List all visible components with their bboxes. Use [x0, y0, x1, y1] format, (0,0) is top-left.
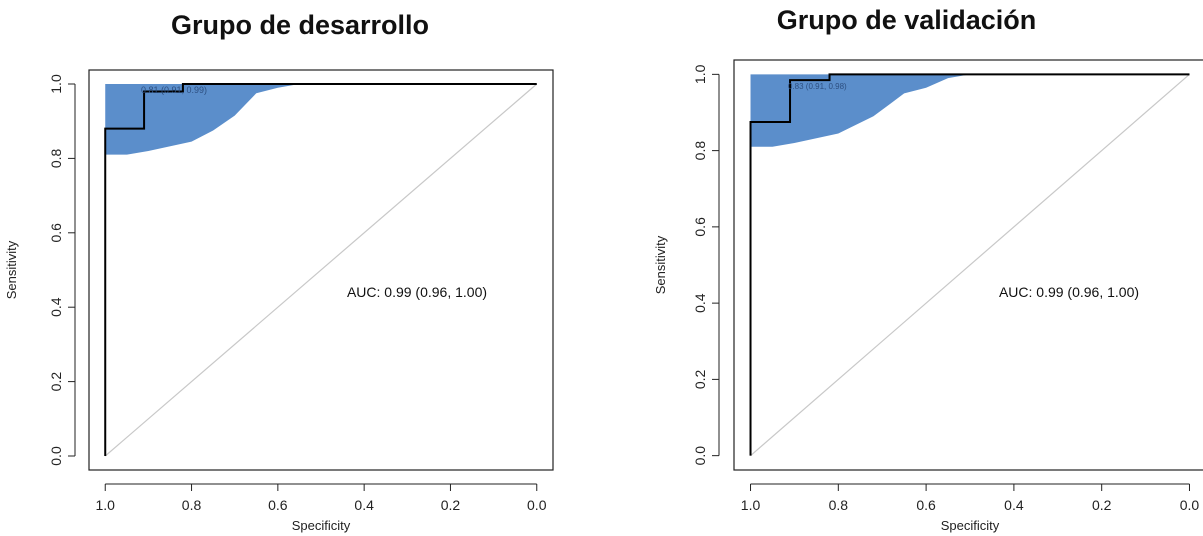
x-tick-label: 1.0	[96, 497, 116, 513]
auc-annotation: AUC: 0.99 (0.96, 1.00)	[999, 284, 1139, 300]
confidence-band	[750, 74, 970, 147]
x-tick-label: 1.0	[741, 497, 761, 513]
roc-curve	[749, 73, 1190, 456]
x-tick-label: 0.8	[182, 497, 202, 513]
y-tick-label: 0.8	[692, 141, 708, 161]
y-tick-label: 0.0	[48, 446, 64, 466]
y-tick-label: 0.8	[48, 148, 64, 168]
y-tick-label: 0.0	[692, 446, 708, 466]
y-tick-label: 0.4	[692, 293, 708, 313]
x-axis-title: Specificity	[292, 518, 351, 533]
roc-plot-validacion: 1.0 0.8 0.6 0.4 0.2 0.0 0.0 0.2 0.4 0.6 0.8 1.0 Spec…	[653, 59, 1203, 533]
y-tick-label: 0.2	[48, 372, 64, 392]
y-tick-label: 1.0	[48, 74, 64, 94]
plot-border	[733, 59, 1203, 471]
threshold-label: 0.81 (0.91, 0.99)	[141, 85, 207, 95]
confidence-band	[105, 84, 300, 155]
y-tick-label: 0.2	[692, 369, 708, 389]
x-tick-label: 0.8	[829, 497, 849, 513]
x-tick-label: 0.2	[1092, 497, 1112, 513]
x-tick-label: 0.4	[354, 497, 374, 513]
y-axis-title: Sensitivity	[4, 240, 19, 299]
chart-title: Grupo de desarrollo	[170, 10, 430, 40]
x-tick-label: 0.6	[916, 497, 936, 513]
roc-plot-desarrollo: 1.0 0.8 0.6 0.4 0.2 0.0 0.0 0.2 0.4 0.6 0.8 1.0 Spec…	[4, 69, 554, 533]
x-tick-label: 0.6	[268, 497, 288, 513]
x-axis-title: Specificity	[941, 518, 1000, 533]
x-tick-label: 0.0	[527, 497, 547, 513]
reference-diagonal	[750, 73, 1190, 457]
y-tick-label: 0.4	[48, 297, 64, 317]
roc-chart-desarrollo: Grupo de desarrollo 1.0 0.8 0.6 0.4 0.2 0.0 0.…	[0, 0, 600, 536]
x-tick-label: 0.4	[1004, 497, 1024, 513]
y-tick-label: 0.6	[692, 217, 708, 237]
threshold-label: 0.83 (0.91, 0.98)	[788, 82, 847, 91]
x-tick-label: 0.0	[1180, 497, 1200, 513]
y-tick-label: 0.6	[48, 223, 64, 243]
auc-annotation: AUC: 0.99 (0.96, 1.00)	[347, 284, 487, 300]
x-tick-label: 0.2	[441, 497, 461, 513]
y-axis-title: Sensitivity	[653, 235, 668, 294]
plot-border	[88, 69, 554, 471]
roc-chart-validacion: Grupo de validación 1.0 0.8 0.6 0.4 0.2 0.0 0.…	[600, 0, 1203, 536]
roc-curve	[104, 83, 537, 456]
chart-title: Grupo de validación	[776, 5, 1037, 35]
reference-diagonal	[104, 83, 538, 457]
y-tick-label: 1.0	[692, 64, 708, 84]
